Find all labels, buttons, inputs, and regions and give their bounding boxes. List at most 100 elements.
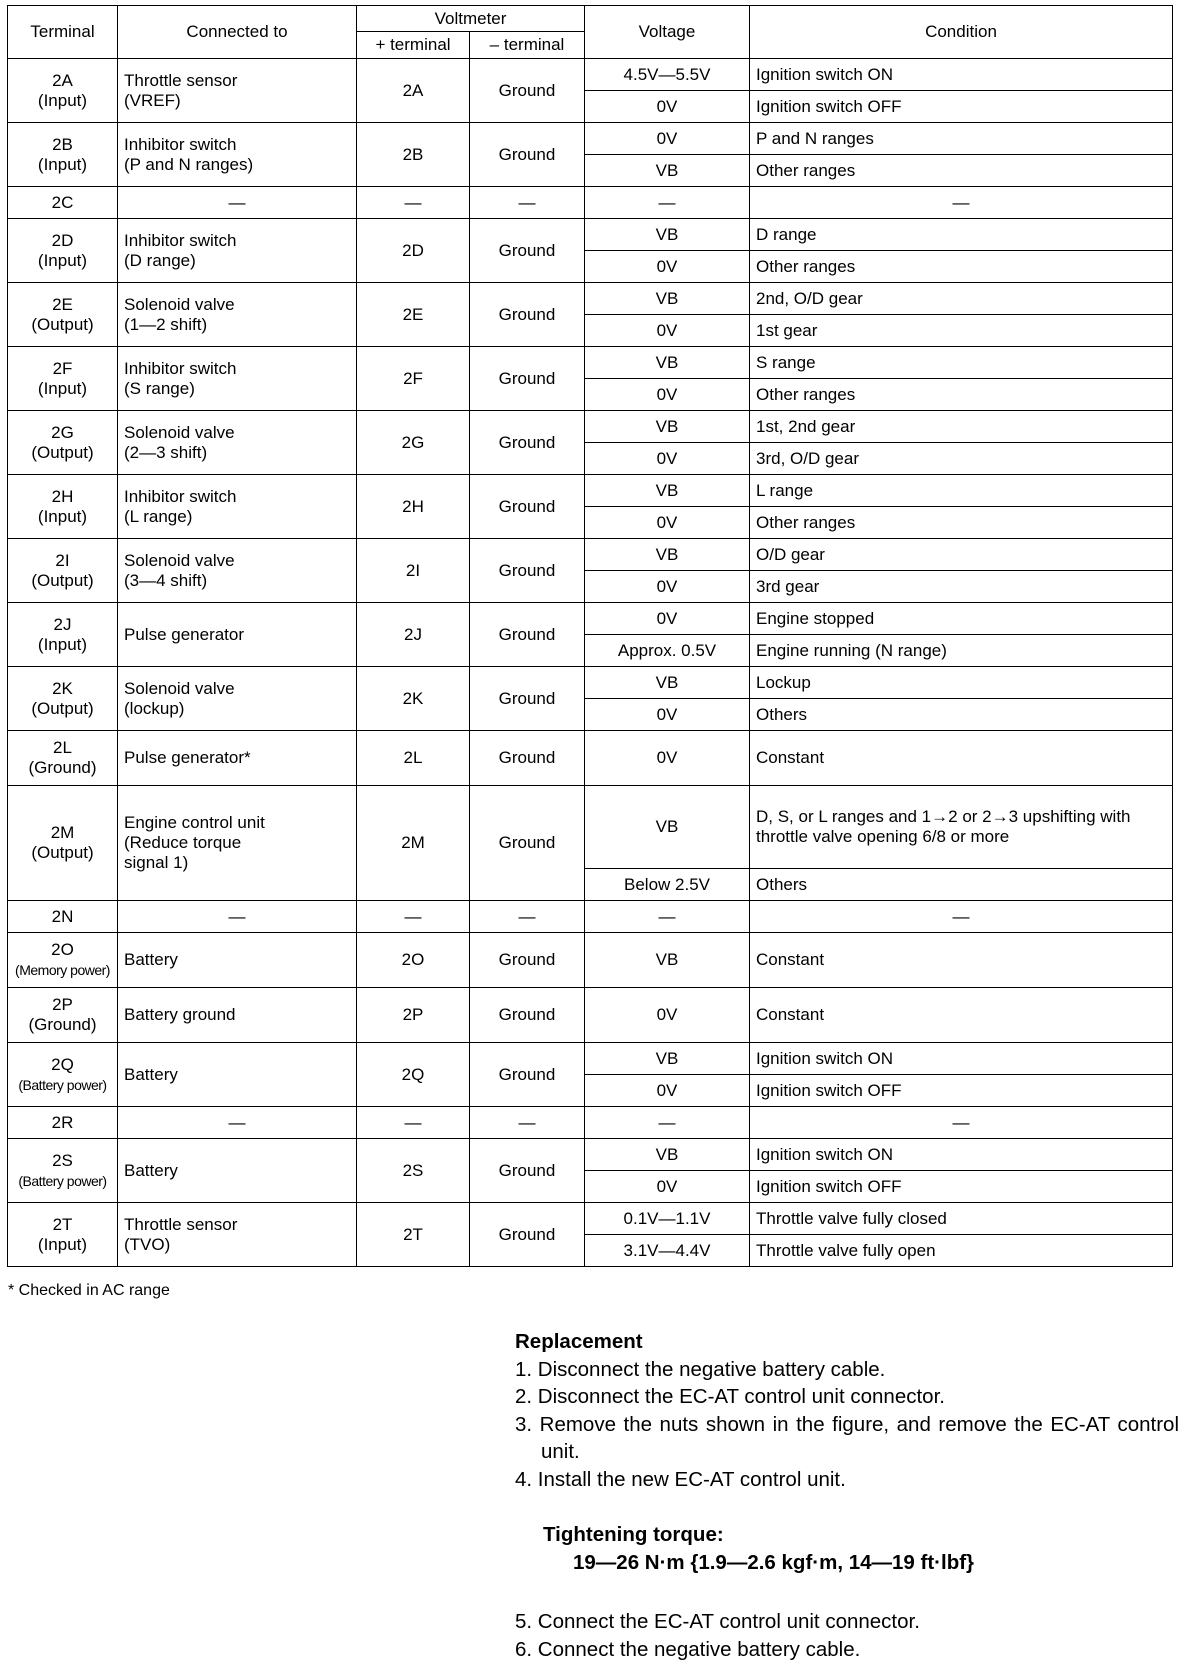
terminal-type: (Input)	[37, 506, 88, 526]
header-connected-to: Connected to	[117, 5, 357, 59]
minus-terminal-cell: —	[469, 1106, 585, 1139]
condition-cell: Others	[749, 868, 1173, 901]
voltage-cell: 0V	[584, 90, 750, 123]
minus-terminal-cell: Ground	[469, 346, 585, 411]
condition-cell: Other ranges	[749, 154, 1173, 187]
terminal-id: 2D	[51, 230, 74, 250]
voltage-cell: VB	[584, 932, 750, 988]
minus-terminal-cell: Ground	[469, 987, 585, 1043]
plus-terminal-cell: 2D	[356, 218, 470, 283]
voltage-cell: 3.1V—4.4V	[584, 1234, 750, 1267]
table-row: 2N — — — — —	[7, 900, 1173, 933]
terminal-type: (Input)	[37, 90, 88, 110]
condition-cell: Ignition switch ON	[749, 58, 1173, 91]
terminal-id: 2K	[52, 678, 73, 698]
voltage-cell: VB	[584, 346, 750, 379]
terminal-type: (Output)	[31, 442, 94, 462]
terminal-id: 2L	[53, 738, 72, 757]
connected-to-cell: Inhibitor switch (P and N ranges)	[117, 122, 357, 187]
table-row: 2T (Input) Throttle sensor (TVO) 2T Ground 0.1…	[7, 1202, 1173, 1267]
step: 4. Install the new EC-AT control unit.	[515, 1467, 846, 1491]
condition-cell: Constant	[749, 932, 1173, 988]
connected-to-line: —	[228, 1112, 246, 1132]
terminal-id: 2T	[52, 1214, 73, 1234]
connected-to-line: Solenoid valve	[124, 294, 235, 314]
table-row: 2B (Input) Inhibitor switch (P and N ranges…	[7, 122, 1173, 187]
connected-to-cell: Throttle sensor (VREF)	[117, 58, 357, 123]
connected-to-line: Pulse generator	[124, 624, 245, 644]
voltage-cell: VB	[584, 282, 750, 315]
plus-terminal-cell: —	[356, 1106, 470, 1139]
terminal-type: (Input)	[37, 250, 88, 270]
condition-cell: Throttle valve fully closed	[749, 1202, 1173, 1235]
connected-to-line: (lockup)	[124, 698, 185, 718]
minus-terminal-cell: Ground	[469, 218, 585, 283]
connected-to-cell: Solenoid valve (1—2 shift)	[117, 282, 357, 347]
table-row: 2K (Output) Solenoid valve (lockup) 2K Ground…	[7, 666, 1173, 731]
connected-to-cell: Inhibitor switch (L range)	[117, 474, 357, 539]
table-row: 0V 3rd, O/D gear	[8, 442, 1173, 475]
terminal-cell: 2D (Input)	[7, 218, 118, 283]
table-row: 0V 1st gear	[8, 314, 1173, 347]
terminal-id: 2M	[50, 823, 75, 842]
terminal-cell: 2Q (Battery power)	[7, 1042, 118, 1107]
header-terminal: Terminal	[7, 5, 118, 59]
connected-to-line: Solenoid valve	[124, 550, 235, 570]
connected-to-line: (VREF)	[124, 90, 181, 110]
terminal-type: (Output)	[31, 314, 94, 334]
terminal-cell: 2B (Input)	[7, 122, 118, 187]
terminal-id: 2P	[52, 995, 73, 1014]
condition-cell: —	[749, 900, 1173, 933]
voltage-cell: 0V	[584, 122, 750, 155]
table-row: 2Q (Battery power) Battery 2Q Ground VB Igniti…	[7, 1042, 1173, 1107]
terminal-id: 2F	[52, 358, 73, 378]
table-row: 0V Ignition switch OFF	[8, 1074, 1173, 1107]
condition-cell: Engine stopped	[749, 602, 1173, 635]
replacement-section: Replacement 1. Disconnect the negative b…	[515, 1328, 1179, 1493]
voltage-cell: 0.1V—1.1V	[584, 1202, 750, 1235]
plus-terminal-cell: 2H	[356, 474, 470, 539]
connected-to-line: Engine control unit	[124, 813, 265, 832]
condition-cell: Others	[749, 698, 1173, 731]
terminal-voltage-table: Terminal Connected to Voltmeter Voltage …	[7, 5, 1173, 1267]
terminal-id: 2I	[55, 550, 70, 570]
terminal-cell: 2I (Output)	[7, 538, 118, 603]
terminal-id: 2S	[52, 1150, 73, 1170]
condition-cell: Ignition switch OFF	[749, 1074, 1173, 1107]
table-row: 2D (Input) Inhibitor switch (D range) 2D Grou…	[7, 218, 1173, 283]
terminal-cell: 2R	[7, 1106, 118, 1139]
condition-cell: Constant	[749, 730, 1173, 786]
tightening-torque: Tightening torque: 19—26 N·m {1.9—2.6 kg…	[543, 1521, 974, 1577]
condition-cell: Ignition switch OFF	[749, 1170, 1173, 1203]
replacement-steps-after: 5. Connect the EC-AT control unit connec…	[515, 1608, 920, 1663]
minus-terminal-cell: Ground	[469, 730, 585, 786]
condition-cell: 3rd gear	[749, 570, 1173, 603]
terminal-id: 2B	[52, 134, 73, 154]
plus-terminal-cell: 2A	[356, 58, 470, 123]
condition-cell: O/D gear	[749, 538, 1173, 571]
connected-to-cell: Pulse generator*	[117, 730, 357, 786]
minus-terminal-cell: Ground	[469, 58, 585, 123]
condition-cell: D range	[749, 218, 1173, 251]
connected-to-cell: Solenoid valve (3—4 shift)	[117, 538, 357, 603]
minus-terminal-cell: —	[469, 186, 585, 219]
terminal-type: (Input)	[37, 1234, 88, 1254]
voltage-cell: 4.5V—5.5V	[584, 58, 750, 91]
terminal-id: 2N	[51, 906, 74, 926]
step: 2. Disconnect the EC-AT control unit con…	[515, 1385, 945, 1408]
minus-terminal-cell: Ground	[469, 1138, 585, 1203]
condition-cell: Other ranges	[749, 378, 1173, 411]
terminal-cell: 2K (Output)	[7, 666, 118, 731]
condition-cell: Lockup	[749, 666, 1173, 699]
voltage-cell: 0V	[584, 378, 750, 411]
plus-terminal-cell: 2L	[356, 730, 470, 786]
connected-to-line: (D range)	[124, 250, 196, 270]
table-row: 3.1V—4.4V Throttle valve fully open	[8, 1234, 1173, 1267]
condition-cell: Other ranges	[749, 506, 1173, 539]
connected-to-cell: Pulse generator	[117, 602, 357, 667]
connected-to-line: (3—4 shift)	[124, 570, 208, 590]
connected-to-line: —	[228, 906, 246, 926]
connected-to-line: Solenoid valve	[124, 678, 235, 698]
condition-cell: Constant	[749, 987, 1173, 1043]
terminal-type: (Input)	[37, 154, 88, 174]
